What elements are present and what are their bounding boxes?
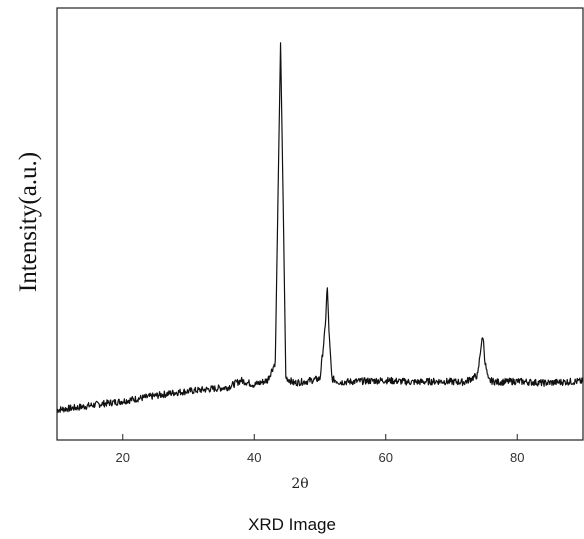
x-tick-label: 40: [247, 450, 261, 465]
plot-frame: [56, 7, 584, 441]
x-tick-label: 80: [510, 450, 524, 465]
series-line-xrd-pattern: [56, 42, 584, 413]
y-axis-label: Intensity(a.u.): [15, 152, 42, 292]
x-axis-ticks: 20 40 60 80: [116, 434, 524, 465]
x-axis-label: 2θ: [291, 476, 308, 492]
figure-caption: XRD Image: [248, 515, 336, 534]
x-tick-label: 60: [379, 450, 393, 465]
x-tick-label: 20: [116, 450, 130, 465]
